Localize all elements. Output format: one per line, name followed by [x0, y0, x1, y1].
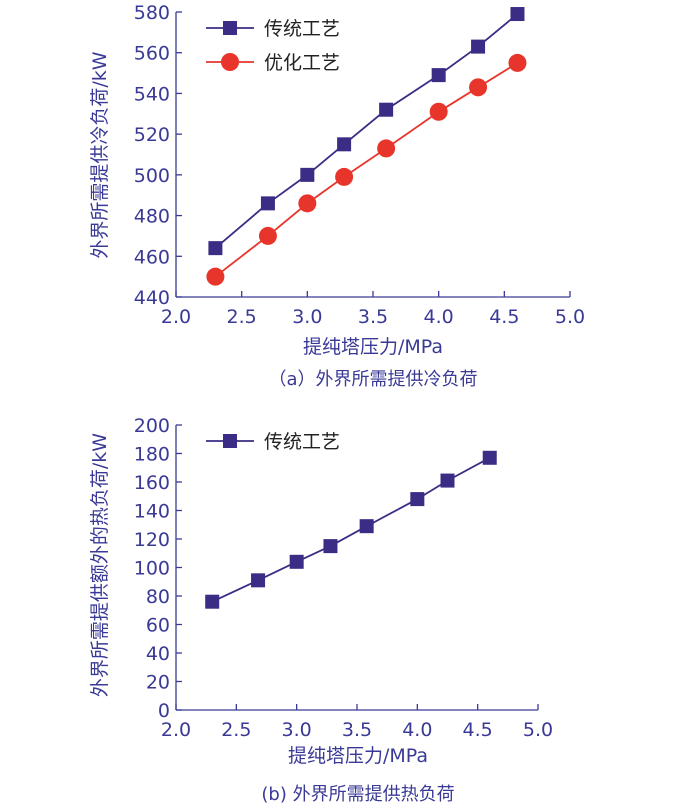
- chart-b-data-point: [323, 539, 338, 554]
- chart-a-y-tick-label: 560: [134, 43, 170, 65]
- chart-a-data-point: [510, 7, 525, 22]
- chart-a-data-point: [377, 139, 396, 158]
- chart-b-y-tick-label: 160: [134, 472, 170, 494]
- chart-b-y-tick-label: 120: [134, 529, 170, 551]
- chart-a-x-tick-label: 2.0: [161, 306, 191, 328]
- chart-a-data-point: [431, 68, 446, 83]
- chart-a-x-tick-label: 4.0: [424, 306, 454, 328]
- chart-b-y-tick-label: 140: [134, 501, 170, 523]
- chart-a-x-tick-label: 3.5: [358, 306, 388, 328]
- chart-a-caption: （a）外界所需提供冷负荷: [268, 369, 477, 390]
- chart-b-x-tick-label: 3.0: [282, 719, 312, 741]
- chart-b-data-point: [440, 473, 455, 488]
- chart-a-x-tick-label: 5.0: [555, 306, 585, 328]
- chart-a-x-tick-label: 2.5: [227, 306, 257, 328]
- chart-b-legend-label: 传统工艺: [264, 431, 340, 453]
- chart-b-x-tick-label: 3.5: [342, 719, 372, 741]
- chart-a-data-point: [469, 78, 488, 97]
- chart-b-data-point: [205, 594, 220, 609]
- chart-b-x-tick-label: 4.0: [402, 719, 432, 741]
- chart-b-data-point: [482, 450, 497, 465]
- chart-b-data-point: [410, 492, 425, 507]
- chart-a-data-point: [335, 167, 354, 186]
- chart-a-y-tick-label: 440: [134, 287, 170, 309]
- chart-a-series-line-1: [214, 62, 518, 278]
- chart-a-data-point: [258, 226, 277, 245]
- chart-a-plot: 2.0 2.5 3.0 3.5 4.0 4.5 5.0 440 460 480 500 520 540 5…: [134, 2, 585, 328]
- chart-a-data-point: [471, 39, 486, 54]
- chart-b-caption: (b) 外界所需提供热负荷: [261, 784, 454, 805]
- chart-a-legend-label: 传统工艺: [264, 18, 340, 40]
- chart-a-data-point: [429, 102, 448, 121]
- chart-a-legend-marker: [221, 53, 239, 71]
- chart-a-legend-label: 优化工艺: [264, 52, 340, 74]
- chart-a-y-tick-label: 500: [134, 165, 170, 187]
- chart-b-x-tick-label: 2.0: [161, 719, 191, 741]
- chart-b-y-tick-label: 20: [146, 672, 170, 694]
- chart-b-data-point: [359, 519, 374, 534]
- chart-b-ylabel: 外界所需提供额外的热负荷/kW: [89, 433, 111, 697]
- chart-a-legend-marker: [223, 21, 237, 35]
- chart-b-y-tick-label: 60: [146, 615, 170, 637]
- chart-a-data-point: [298, 194, 317, 213]
- chart-a-ylabel: 外界所需提供冷负荷/kW: [89, 51, 111, 258]
- chart-a-y-tick-label: 460: [134, 246, 170, 268]
- chart-a-y-tick-label: 540: [134, 83, 170, 105]
- chart-b-data-point: [289, 554, 304, 569]
- chart-a-xlabel: 提纯塔压力/MPa: [303, 336, 443, 358]
- chart-b-legend-marker: [223, 434, 237, 448]
- chart-a-y-tick-label: 480: [134, 206, 170, 228]
- chart-b-y-tick-label: 200: [134, 415, 170, 437]
- chart-a-x-tick-label: 4.5: [489, 306, 519, 328]
- chart-b-y-tick-label: 80: [146, 586, 170, 608]
- chart-a-data-point: [260, 196, 275, 211]
- chart-b-data-point: [251, 573, 266, 588]
- chart-a-data-point: [337, 137, 352, 152]
- chart-a-data-point: [379, 102, 394, 117]
- chart-a-x-tick-label: 3.0: [292, 306, 322, 328]
- chart-b-x-tick-label: 2.5: [221, 719, 251, 741]
- chart-b-plot: 2.0 2.5 3.0 3.5 4.0 4.5 5.0 0 20 40 60 80 100 120 140 1…: [134, 415, 553, 741]
- chart-b: 2.0 2.5 3.0 3.5 4.0 4.5 5.0 0 20 40 60 80 100 120 140 1…: [89, 415, 553, 805]
- chart-b-xlabel: 提纯塔压力/MPa: [288, 745, 428, 767]
- chart-a-y-tick-label: 520: [134, 124, 170, 146]
- chart-b-x-tick-label: 4.5: [463, 719, 493, 741]
- chart-b-y-tick-label: 0: [158, 700, 170, 722]
- chart-a-data-point: [300, 167, 315, 182]
- chart-a-data-point: [508, 53, 527, 72]
- chart-b-y-tick-label: 100: [134, 558, 170, 580]
- chart-a-y-tick-label: 580: [134, 2, 170, 24]
- chart-a-data-point: [206, 267, 225, 286]
- chart-b-y-tick-label: 180: [134, 444, 170, 466]
- chart-a: 2.0 2.5 3.0 3.5 4.0 4.5 5.0 440 460 480 500 520 540 5…: [89, 2, 585, 390]
- chart-b-y-tick-label: 40: [146, 643, 170, 665]
- chart-b-x-tick-label: 5.0: [523, 719, 553, 741]
- chart-a-data-point: [208, 241, 223, 256]
